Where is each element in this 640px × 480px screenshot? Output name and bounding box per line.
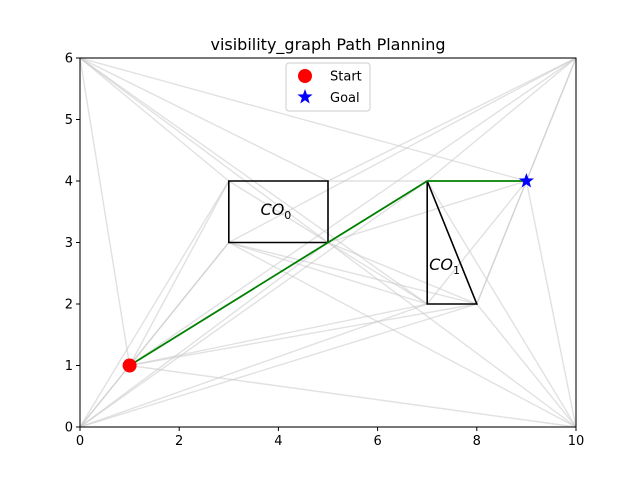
visibility-edge-41 bbox=[476, 180, 528, 305]
visibility-edge-33 bbox=[129, 303, 477, 367]
visibility-edge-25 bbox=[476, 303, 577, 428]
obstacle-0 bbox=[228, 180, 329, 244]
obstacles: CO0 CO1 bbox=[228, 180, 478, 305]
visibility-edge-34 bbox=[228, 180, 329, 244]
path-line bbox=[129, 180, 527, 367]
axis-ticks: 0 2 4 6 8 10 0 1 2 3 4 5 6 bbox=[65, 52, 585, 450]
visibility-edge-23 bbox=[129, 364, 577, 428]
x-tick-label: 4 bbox=[274, 434, 282, 449]
visibility-edge-10 bbox=[426, 57, 577, 182]
y-tick-label: 1 bbox=[65, 359, 73, 374]
visibility-edge-4 bbox=[79, 57, 230, 182]
obstacle-label-1: CO1 bbox=[429, 255, 460, 277]
goal-marker bbox=[518, 173, 535, 188]
y-tick-label: 6 bbox=[65, 52, 73, 67]
start-marker bbox=[122, 358, 137, 373]
x-tick-label: 0 bbox=[76, 434, 84, 449]
legend-goal-label: Goal bbox=[330, 91, 360, 106]
legend-goal-marker bbox=[297, 89, 313, 104]
obstacle-label-0: CO0 bbox=[261, 200, 292, 222]
visibility-edge-12 bbox=[327, 57, 577, 182]
y-tick-label: 5 bbox=[65, 113, 73, 128]
x-tick-label: 8 bbox=[473, 434, 481, 449]
visibility-edge-30 bbox=[128, 180, 230, 366]
legend-start-marker bbox=[298, 69, 312, 83]
visibility-edge-7 bbox=[79, 57, 131, 366]
visibility-edge-22 bbox=[79, 180, 428, 428]
visibility-edge-18 bbox=[79, 180, 230, 428]
obstacle-1 bbox=[426, 180, 478, 305]
visibility-edge-32 bbox=[129, 303, 428, 367]
visibility-edge-24 bbox=[525, 180, 577, 428]
visibility-edge-36 bbox=[327, 241, 428, 305]
visibility-edge-28 bbox=[228, 241, 577, 428]
planned-path bbox=[129, 180, 527, 367]
y-tick-label: 3 bbox=[65, 236, 73, 251]
visibility-edge-19 bbox=[79, 241, 329, 428]
x-tick-label: 6 bbox=[373, 434, 381, 449]
visibility-edge-14 bbox=[228, 57, 577, 244]
visibility-edge-15 bbox=[129, 57, 577, 367]
visibility-edge-37 bbox=[327, 241, 478, 305]
legend: Start Goal bbox=[285, 62, 371, 112]
chart-title: visibility_graph Path Planning bbox=[210, 35, 445, 55]
endpoints bbox=[122, 173, 535, 373]
visibility-edge-27 bbox=[426, 180, 577, 428]
y-tick-label: 4 bbox=[65, 175, 73, 190]
visibility-edge-20 bbox=[79, 303, 428, 428]
x-tick-label: 10 bbox=[568, 434, 585, 449]
visibility-edge-21 bbox=[79, 303, 478, 428]
visibility-edge-42 bbox=[426, 180, 527, 305]
visibility-edge-9 bbox=[79, 57, 329, 182]
legend-start-label: Start bbox=[330, 70, 362, 85]
visibility-edge-29 bbox=[129, 242, 230, 366]
visibility-edges bbox=[79, 57, 577, 428]
visibility-edge-39 bbox=[228, 241, 428, 305]
y-tick-label: 2 bbox=[65, 298, 73, 313]
y-tick-label: 0 bbox=[65, 421, 73, 436]
x-tick-label: 2 bbox=[175, 434, 183, 449]
visibility-edge-26 bbox=[327, 241, 577, 428]
